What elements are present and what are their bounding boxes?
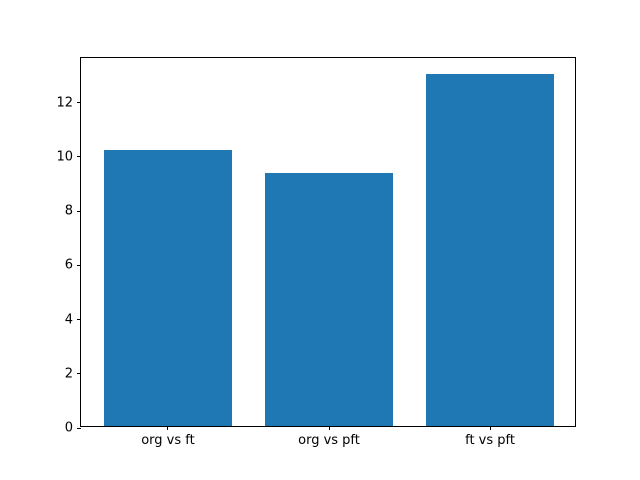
x-axis-tick (328, 426, 330, 430)
x-axis-category-label: ft vs pft (465, 433, 515, 448)
y-axis-tick-label: 6 (64, 257, 73, 273)
y-axis-tick (77, 427, 81, 429)
y-axis-tick (77, 373, 81, 375)
y-axis-tick-label: 12 (56, 95, 73, 111)
y-axis-tick-label: 4 (64, 312, 73, 328)
y-axis-tick (77, 102, 81, 104)
bar-ft-vs-pft (425, 73, 555, 426)
plot-area: 0 2 4 6 8 10 12 org vs ft org vs pft ft vs pft (56, 57, 576, 448)
x-axis-category-label: org vs ft (141, 433, 195, 448)
y-axis-tick-label: 8 (64, 203, 73, 219)
y-axis-tick-label: 10 (56, 149, 73, 165)
y-axis-tick (77, 210, 81, 212)
y-axis-tick (77, 319, 81, 321)
y-axis-tick (77, 156, 81, 158)
y-axis-tick (77, 264, 81, 266)
bar-org-vs-ft (103, 149, 233, 426)
y-axis-tick-label: 0 (64, 420, 73, 436)
x-axis-tick (489, 426, 491, 430)
x-axis-category-label: org vs pft (298, 433, 360, 448)
x-axis-tick (167, 426, 169, 430)
y-axis-tick-label: 2 (64, 366, 73, 382)
bar-org-vs-pft (264, 172, 394, 426)
